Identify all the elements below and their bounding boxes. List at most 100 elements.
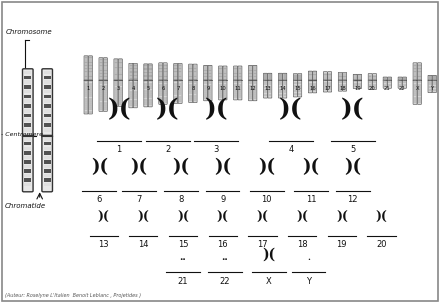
Text: )(: )( <box>258 158 275 176</box>
FancyBboxPatch shape <box>84 56 88 81</box>
FancyBboxPatch shape <box>343 72 347 81</box>
FancyBboxPatch shape <box>353 74 357 81</box>
FancyBboxPatch shape <box>99 58 103 81</box>
Text: 10: 10 <box>220 86 226 91</box>
FancyBboxPatch shape <box>88 80 93 114</box>
Bar <box>44 147 51 150</box>
FancyBboxPatch shape <box>313 80 317 93</box>
FancyBboxPatch shape <box>159 63 163 81</box>
FancyBboxPatch shape <box>428 75 432 81</box>
Text: 13: 13 <box>264 86 271 91</box>
FancyBboxPatch shape <box>373 74 377 81</box>
Text: 19: 19 <box>354 86 361 91</box>
FancyBboxPatch shape <box>129 80 133 108</box>
Text: 17: 17 <box>257 240 268 249</box>
Text: 18: 18 <box>339 86 346 91</box>
Text: X: X <box>266 277 272 286</box>
Text: 1: 1 <box>86 86 90 91</box>
Bar <box>24 169 31 173</box>
Text: 9: 9 <box>220 195 225 205</box>
FancyBboxPatch shape <box>383 80 387 88</box>
FancyBboxPatch shape <box>298 80 302 97</box>
FancyBboxPatch shape <box>358 80 362 88</box>
FancyBboxPatch shape <box>144 64 148 81</box>
Bar <box>24 90 31 94</box>
FancyBboxPatch shape <box>114 59 118 81</box>
FancyBboxPatch shape <box>193 64 197 81</box>
Text: 11: 11 <box>306 195 316 205</box>
FancyBboxPatch shape <box>278 80 282 98</box>
FancyBboxPatch shape <box>308 80 312 93</box>
FancyBboxPatch shape <box>133 80 137 108</box>
Bar <box>44 123 51 127</box>
Text: 4: 4 <box>288 145 294 155</box>
Text: 1: 1 <box>116 145 122 155</box>
Bar <box>24 104 31 108</box>
Bar <box>44 183 51 186</box>
FancyBboxPatch shape <box>223 66 227 81</box>
Text: 9: 9 <box>206 86 209 91</box>
Bar <box>24 142 31 145</box>
Text: )(: )( <box>279 97 303 121</box>
FancyBboxPatch shape <box>283 73 287 81</box>
FancyBboxPatch shape <box>22 69 33 137</box>
Bar <box>24 85 31 89</box>
FancyBboxPatch shape <box>174 63 178 81</box>
FancyBboxPatch shape <box>159 80 163 104</box>
Text: Chromatide: Chromatide <box>4 203 45 209</box>
Text: )(: )( <box>217 211 228 224</box>
FancyBboxPatch shape <box>293 74 297 81</box>
Text: 14: 14 <box>279 86 286 91</box>
FancyBboxPatch shape <box>234 66 238 81</box>
Text: 21: 21 <box>384 86 391 91</box>
FancyBboxPatch shape <box>178 80 182 103</box>
Text: )(: )( <box>138 211 149 224</box>
Text: 7: 7 <box>136 195 142 205</box>
FancyBboxPatch shape <box>114 80 118 106</box>
FancyBboxPatch shape <box>278 73 282 81</box>
Text: 20: 20 <box>376 240 387 249</box>
FancyBboxPatch shape <box>189 64 193 81</box>
Text: )(: )( <box>262 248 276 262</box>
Bar <box>24 123 31 127</box>
FancyBboxPatch shape <box>418 80 422 104</box>
FancyBboxPatch shape <box>208 65 212 81</box>
FancyBboxPatch shape <box>103 80 107 112</box>
Bar <box>44 165 51 168</box>
FancyBboxPatch shape <box>338 80 342 91</box>
FancyBboxPatch shape <box>263 73 267 81</box>
FancyBboxPatch shape <box>88 56 93 81</box>
FancyBboxPatch shape <box>428 80 432 93</box>
FancyBboxPatch shape <box>328 80 332 92</box>
Text: )(: )( <box>98 211 109 224</box>
Bar <box>24 99 31 103</box>
Text: )(: )( <box>341 97 365 121</box>
Bar <box>24 183 31 186</box>
Text: )(: )( <box>177 211 189 224</box>
FancyBboxPatch shape <box>174 80 178 103</box>
FancyBboxPatch shape <box>42 69 52 137</box>
FancyBboxPatch shape <box>103 58 107 81</box>
FancyBboxPatch shape <box>398 80 402 88</box>
Bar <box>44 169 51 173</box>
FancyBboxPatch shape <box>148 80 152 107</box>
Text: 21: 21 <box>178 277 188 286</box>
FancyBboxPatch shape <box>249 65 253 81</box>
Bar <box>44 95 51 98</box>
Bar <box>24 147 31 150</box>
FancyBboxPatch shape <box>398 77 402 81</box>
Text: ..: .. <box>179 253 187 262</box>
FancyBboxPatch shape <box>223 80 227 100</box>
Text: )(: )( <box>336 211 348 224</box>
Text: 22: 22 <box>220 277 230 286</box>
Text: 2: 2 <box>165 145 170 155</box>
FancyBboxPatch shape <box>189 80 193 102</box>
Text: 6: 6 <box>97 195 102 205</box>
FancyBboxPatch shape <box>163 63 167 81</box>
Bar <box>44 160 51 164</box>
Bar <box>24 118 31 122</box>
FancyBboxPatch shape <box>338 72 342 81</box>
Text: 4: 4 <box>131 86 135 91</box>
FancyBboxPatch shape <box>403 77 407 81</box>
FancyBboxPatch shape <box>293 80 297 97</box>
